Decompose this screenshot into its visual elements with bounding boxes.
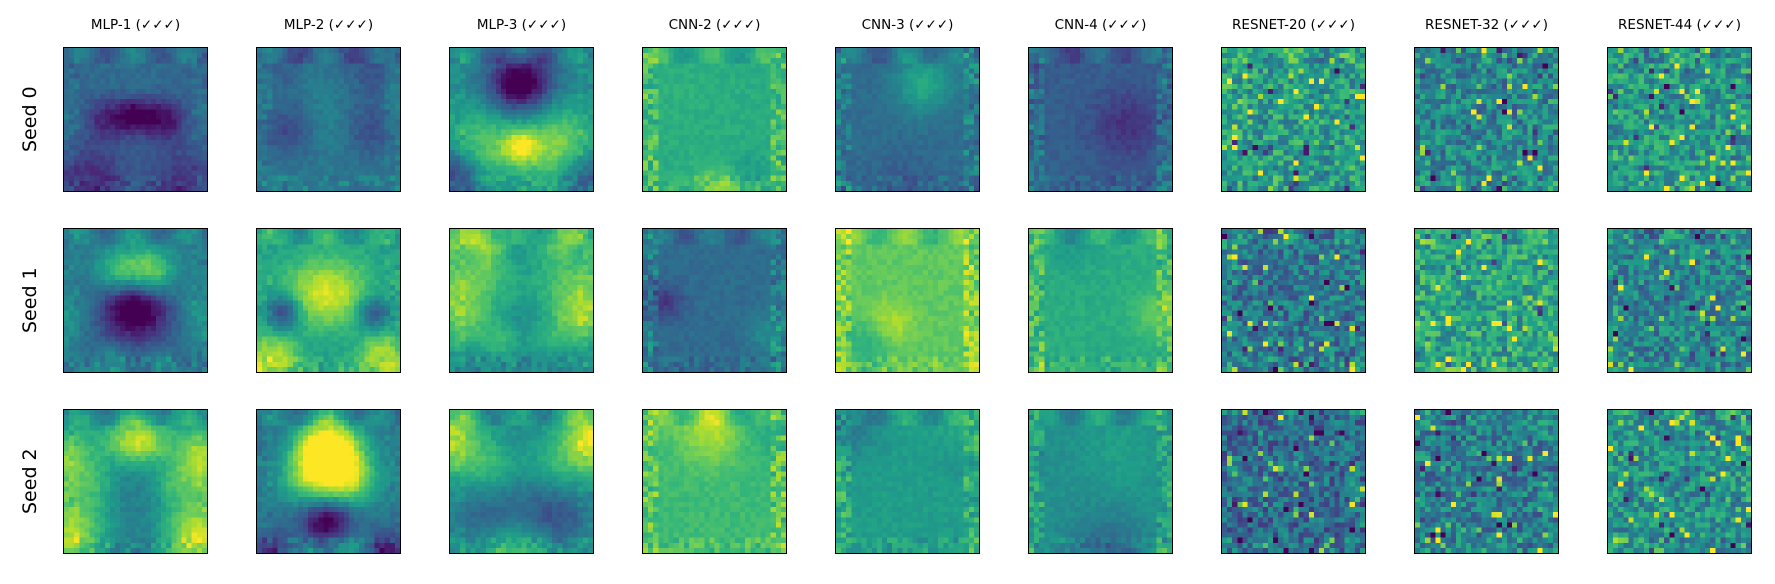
heatmap-panel: [642, 228, 787, 373]
heatmap-panel: [63, 47, 208, 192]
heatmap-panel: [1028, 47, 1173, 192]
column-title: RESNET-20 (✓✓✓): [1232, 17, 1355, 33]
heatmap-panel: [256, 47, 401, 192]
heatmap-image: [836, 410, 979, 553]
heatmap-panel: [1414, 228, 1559, 373]
heatmap-image: [1608, 229, 1751, 372]
heatmap-panel: [1607, 228, 1752, 373]
heatmap-panel: [835, 409, 980, 554]
column-title: MLP-1 (✓✓✓): [90, 17, 181, 33]
heatmap-panel: [642, 47, 787, 192]
heatmap-panel: [449, 47, 594, 192]
heatmap-panel: [1221, 409, 1366, 554]
heatmap-image: [1608, 48, 1751, 191]
heatmap-panel: [63, 228, 208, 373]
column-title: RESNET-44 (✓✓✓): [1618, 17, 1741, 33]
heatmap-panel: [1607, 409, 1752, 554]
heatmap-image: [450, 48, 593, 191]
heatmap-image: [1222, 229, 1365, 372]
heatmap-image: [257, 229, 400, 372]
heatmap-panel: [1028, 409, 1173, 554]
heatmap-image: [450, 410, 593, 553]
heatmap-panel: [449, 409, 594, 554]
heatmap-image: [1608, 410, 1751, 553]
row-label: Seed 1: [19, 266, 41, 333]
column-title: RESNET-32 (✓✓✓): [1425, 17, 1548, 33]
heatmap-image: [450, 229, 593, 372]
heatmap-panel: [835, 228, 980, 373]
heatmap-panel: [63, 409, 208, 554]
heatmap-panel: [1607, 47, 1752, 192]
heatmap-image: [643, 48, 786, 191]
heatmap-panel: [1414, 409, 1559, 554]
heatmap-image: [836, 48, 979, 191]
row-label: Seed 0: [19, 85, 41, 152]
heatmap-panel: [1221, 47, 1366, 192]
heatmap-image: [1029, 48, 1172, 191]
heatmap-panel: [642, 409, 787, 554]
heatmap-image: [64, 229, 207, 372]
heatmap-image: [257, 48, 400, 191]
heatmap-image: [1415, 229, 1558, 372]
heatmap-image: [1415, 410, 1558, 553]
column-title: CNN-3 (✓✓✓): [861, 17, 954, 33]
heatmap-image: [64, 48, 207, 191]
heatmap-image: [643, 229, 786, 372]
heatmap-image: [257, 410, 400, 553]
heatmap-image: [1222, 48, 1365, 191]
column-title: CNN-4 (✓✓✓): [1054, 17, 1147, 33]
heatmap-panel: [835, 47, 980, 192]
heatmap-panel: [449, 228, 594, 373]
heatmap-image: [1029, 410, 1172, 553]
heatmap-image: [1415, 48, 1558, 191]
heatmap-image: [836, 229, 979, 372]
column-title: CNN-2 (✓✓✓): [668, 17, 761, 33]
heatmap-image: [1029, 229, 1172, 372]
heatmap-image: [1222, 410, 1365, 553]
heatmap-panel: [256, 409, 401, 554]
heatmap-panel: [256, 228, 401, 373]
heatmap-panel: [1414, 47, 1559, 192]
heatmap-panel: [1028, 228, 1173, 373]
row-label: Seed 2: [19, 447, 41, 514]
column-title: MLP-3 (✓✓✓): [476, 17, 567, 33]
heatmap-image: [64, 410, 207, 553]
heatmap-panel: [1221, 228, 1366, 373]
column-title: MLP-2 (✓✓✓): [283, 17, 374, 33]
heatmap-image: [643, 410, 786, 553]
